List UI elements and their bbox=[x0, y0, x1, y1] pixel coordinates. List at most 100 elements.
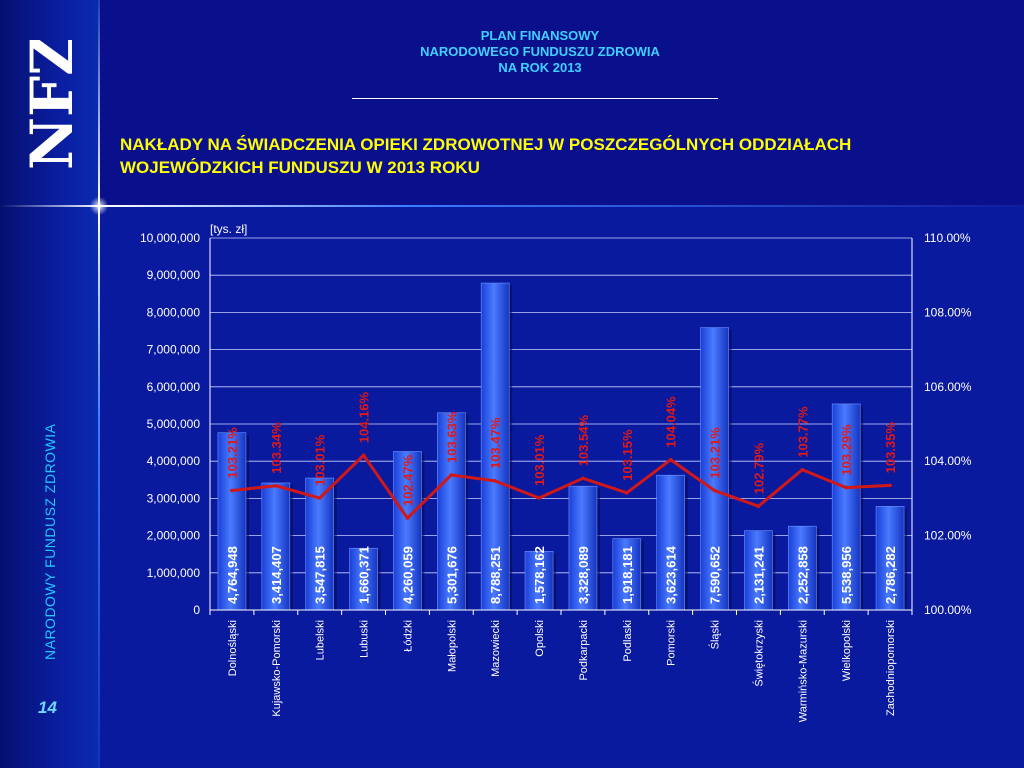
percent-label: 103.54% bbox=[576, 415, 591, 467]
percent-label: 103.34% bbox=[269, 422, 284, 474]
percent-label: 103.15% bbox=[620, 429, 635, 481]
x-category-label: Świętokrzyski bbox=[752, 620, 765, 687]
bars bbox=[217, 282, 908, 611]
percent-label: 103.35% bbox=[883, 422, 898, 474]
line-point bbox=[888, 483, 892, 488]
title-line: NAKŁADY NA ŚWIADCZENIA OPIEKI ZDROWOTNEJ… bbox=[120, 135, 852, 154]
x-category-label: Pomorski bbox=[666, 620, 678, 666]
bar bbox=[656, 474, 685, 611]
line-point bbox=[581, 476, 585, 481]
bar-value-label: 2,786,282 bbox=[883, 546, 898, 604]
x-category-label: Łódzki bbox=[402, 620, 414, 652]
combo-chart: [tys. zł] 4,764,948 103.21% 3,414,407 103.3… bbox=[140, 222, 972, 722]
line-point bbox=[449, 473, 454, 477]
line-point bbox=[668, 457, 673, 462]
y-left-tick-label: 4,000,000 bbox=[147, 454, 201, 468]
bar bbox=[217, 432, 247, 611]
bar bbox=[568, 485, 598, 611]
unit-label: [tys. zł] bbox=[210, 222, 247, 236]
bar bbox=[612, 538, 642, 611]
y-left-tick-label: 10,000,000 bbox=[140, 231, 200, 245]
bar-value-label: 3,414,407 bbox=[269, 546, 284, 604]
data-labels: 4,764,948 103.21% 3,414,407 103.34% 3,547,81… bbox=[225, 391, 898, 604]
horizontal-divider bbox=[0, 205, 1024, 207]
slide-header: PLAN FINANSOWY NARODOWEGO FUNDUSZU ZDROW… bbox=[340, 28, 740, 76]
percent-label: 103.29% bbox=[839, 424, 854, 476]
bar bbox=[744, 530, 773, 611]
bar-value-label: 1,660,371 bbox=[357, 546, 372, 604]
line-point bbox=[800, 467, 805, 472]
y-right-tick-label: 104.00% bbox=[924, 454, 972, 468]
bar-value-label: 1,578,162 bbox=[532, 546, 547, 604]
header-line: NARODOWEGO FUNDUSZU ZDROWIA bbox=[420, 44, 660, 59]
percent-label: 102.47% bbox=[400, 454, 415, 506]
page-number: 14 bbox=[38, 698, 57, 717]
growth-line bbox=[230, 453, 892, 520]
x-category-label: Zachodniopomorski bbox=[885, 620, 897, 716]
bar-value-label: 2,252,858 bbox=[795, 546, 810, 604]
y-left-tick-label: 5,000,000 bbox=[147, 417, 201, 431]
percent-label: 102.79% bbox=[751, 442, 766, 494]
x-category-label: Małopolski bbox=[446, 620, 458, 672]
bar-value-label: 4,764,948 bbox=[225, 546, 240, 604]
percent-label: 103.01% bbox=[532, 434, 547, 486]
x-category-label: Warmińsko-Mazurski bbox=[797, 620, 809, 722]
bar-value-label: 2,131,241 bbox=[751, 546, 766, 604]
bar-value-label: 7,590,652 bbox=[708, 546, 723, 604]
bar bbox=[349, 547, 378, 611]
header-line: PLAN FINANSOWY bbox=[480, 28, 600, 43]
y-left-tick-label: 2,000,000 bbox=[147, 529, 201, 543]
vertical-divider bbox=[98, 0, 100, 768]
line-point bbox=[230, 488, 234, 493]
axes: 0 1,000,000 2,000,000 3,000,000 4,000,000 5,0… bbox=[140, 231, 972, 722]
percent-label: 103.63% bbox=[444, 411, 459, 463]
x-category-label: Śląski bbox=[709, 620, 722, 649]
bar-value-label: 5,538,956 bbox=[839, 546, 854, 604]
x-category-label: Kujawsko-Pomorski bbox=[271, 620, 283, 717]
slide-title: NAKŁADY NA ŚWIADCZENIA OPIEKI ZDROWOTNEJ… bbox=[120, 133, 1020, 179]
y-right-tick-label: 102.00% bbox=[924, 529, 972, 543]
x-category-label: Mazowiecki bbox=[490, 620, 502, 677]
x-category-label: Dolnośląski bbox=[227, 620, 239, 676]
percent-label: 103.47% bbox=[488, 417, 503, 469]
line-point bbox=[625, 491, 629, 495]
percent-label: 104.04% bbox=[664, 396, 679, 448]
header-rule bbox=[352, 98, 718, 99]
left-band bbox=[0, 0, 100, 768]
y-left-tick-label: 7,000,000 bbox=[147, 343, 201, 357]
side-label: NARODOWY FUNDUSZ ZDROWIA bbox=[42, 423, 58, 660]
x-category-label: Lubelski bbox=[315, 620, 327, 660]
percent-label: 103.21% bbox=[708, 427, 723, 479]
bar bbox=[524, 550, 554, 611]
percent-label: 103.21% bbox=[225, 427, 240, 479]
percent-label: 103.77% bbox=[795, 406, 810, 458]
line-point bbox=[712, 488, 717, 493]
y-left-tick-label: 0 bbox=[193, 603, 200, 617]
line-point bbox=[361, 453, 366, 458]
line-point bbox=[317, 496, 322, 500]
line-point bbox=[537, 496, 541, 500]
x-category-label: Podlaski bbox=[622, 620, 634, 662]
bar-value-label: 8,788,251 bbox=[488, 546, 503, 604]
y-right-tick-label: 110.00% bbox=[924, 231, 971, 245]
line-point bbox=[756, 504, 761, 509]
title-line: WOJEWÓDZKICH FUNDUSZU W 2013 ROKU bbox=[120, 158, 480, 177]
y-right-tick-label: 106.00% bbox=[924, 380, 972, 394]
y-left-tick-label: 3,000,000 bbox=[147, 491, 201, 505]
bar bbox=[700, 327, 729, 611]
y-right-tick-label: 100.00% bbox=[924, 603, 972, 617]
bar bbox=[788, 525, 817, 611]
y-left-tick-label: 9,000,000 bbox=[147, 268, 201, 282]
bar-value-label: 3,328,089 bbox=[576, 546, 591, 604]
header-line: NA ROK 2013 bbox=[498, 60, 582, 75]
bar-value-label: 1,918,181 bbox=[620, 546, 635, 604]
nfz-logo: NFZ bbox=[22, 40, 82, 170]
bar bbox=[261, 482, 291, 611]
bar-value-label: 4,260,059 bbox=[400, 546, 415, 604]
bar bbox=[305, 477, 334, 611]
bar bbox=[393, 451, 422, 611]
y-left-tick-label: 1,000,000 bbox=[147, 566, 201, 580]
percent-label: 104.16% bbox=[357, 391, 372, 443]
x-category-label: Podkarpacki bbox=[578, 620, 590, 681]
percent-label: 103.01% bbox=[313, 434, 328, 486]
